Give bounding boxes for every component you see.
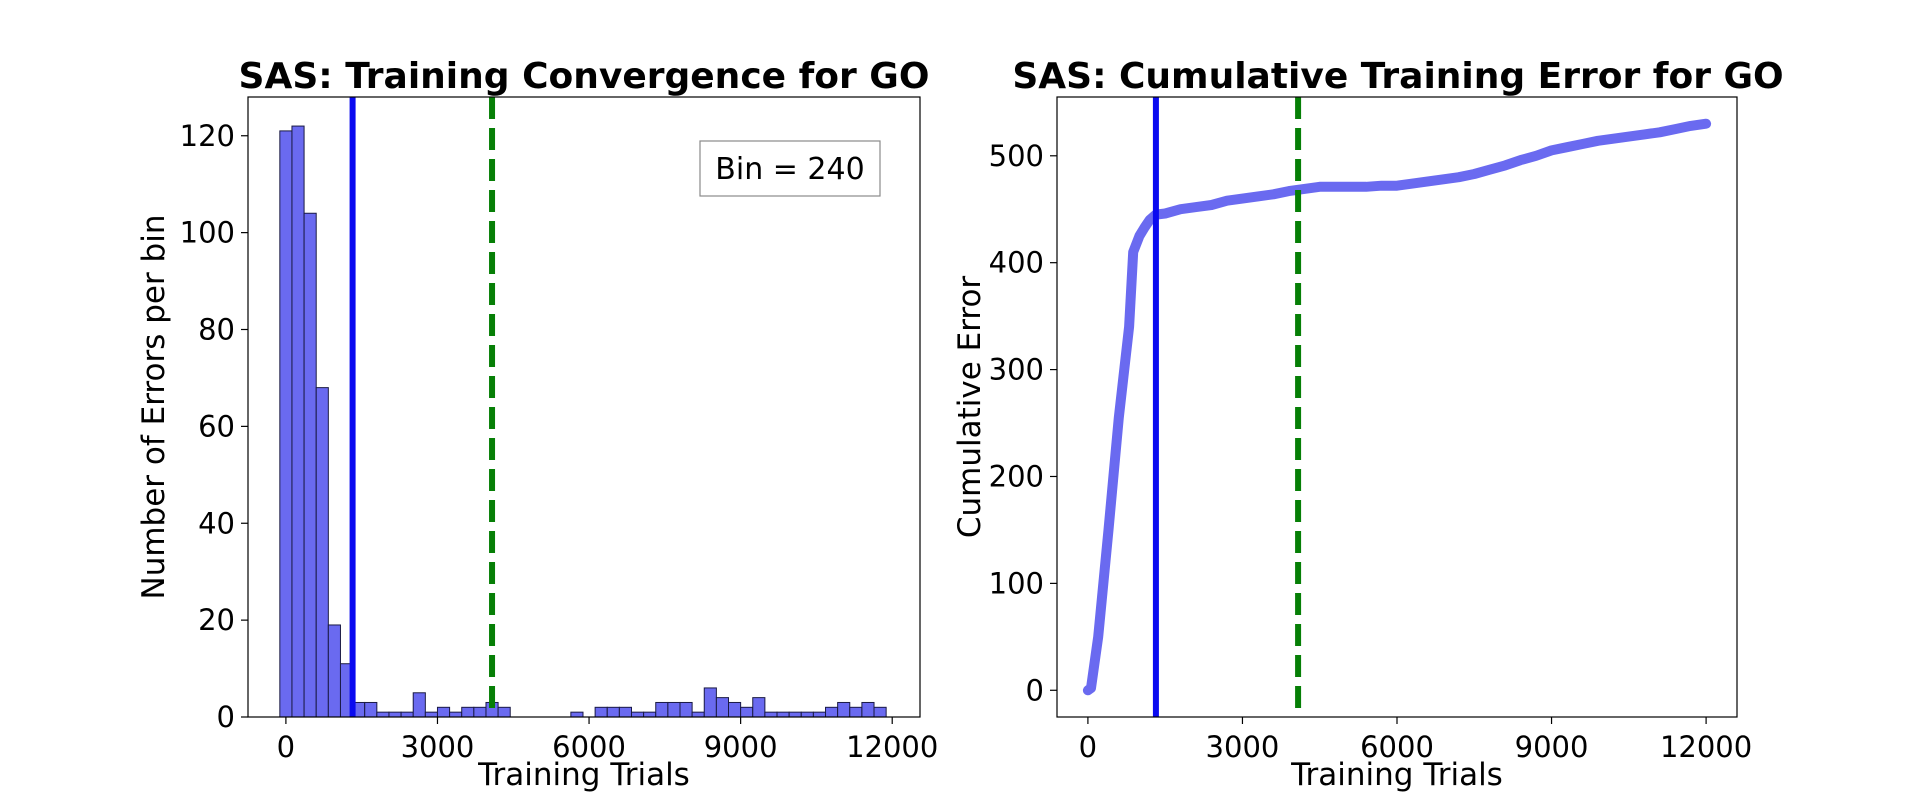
histogram-bar [618, 706, 632, 718]
y-tick-label: 80 [198, 313, 235, 347]
histogram-bar [279, 130, 293, 718]
y-tick-label: 40 [198, 506, 235, 540]
histogram-annotation-box: Bin = 240 [699, 140, 881, 197]
histogram-bar [655, 701, 669, 718]
y-tick-label: 120 [180, 119, 235, 153]
y-tick-label: 0 [1026, 673, 1044, 707]
cumulative-error-line [1082, 118, 1712, 696]
x-tick-label: 12000 [1660, 730, 1752, 764]
histogram-x-axis-label: Training Trials [477, 757, 690, 793]
histogram-axes-frame [247, 96, 921, 718]
y-tick-label: 500 [989, 139, 1044, 173]
y-tick-label: 0 [217, 700, 235, 734]
histogram-bar [303, 212, 317, 718]
y-tick-label: 100 [180, 216, 235, 250]
y-tick-label: 100 [989, 566, 1044, 600]
y-tick-label: 200 [989, 459, 1044, 493]
cumulative-x-ticks: 0 3000 6000 9000 12000 [1079, 717, 1752, 764]
histogram-bar [728, 701, 742, 718]
histogram-y-axis-label: Number of Errors per bin [136, 215, 172, 600]
histogram-bar [740, 706, 754, 718]
x-tick-label: 3000 [1206, 730, 1280, 764]
annotation-frame [699, 140, 881, 197]
x-tick-label: 3000 [401, 730, 475, 764]
cumulative-panel: SAS: Cumulative Training Error for GO 0 3… [952, 56, 1784, 793]
histogram-bar [606, 706, 620, 718]
cumulative-title: SAS: Cumulative Training Error for GO [1012, 56, 1783, 97]
histogram-bar [861, 701, 875, 718]
histogram-bar [788, 711, 802, 718]
x-tick-label: 12000 [846, 730, 938, 764]
histogram-bar [436, 706, 451, 718]
histogram-bar [461, 706, 475, 718]
y-tick-label: 400 [989, 246, 1044, 280]
histogram-bar [776, 711, 790, 718]
histogram-bar [812, 711, 827, 718]
histogram-bar [315, 387, 329, 718]
cumulative-y-ticks: 0 100 200 300 400 500 [989, 139, 1057, 707]
histogram-bar [570, 711, 584, 718]
histogram-bar [764, 711, 778, 718]
histogram-bar [400, 711, 414, 718]
histogram-bar [497, 706, 511, 718]
histogram-bar [800, 711, 814, 718]
histogram-title: SAS: Training Convergence for GO [239, 56, 930, 97]
histogram-bar [376, 711, 390, 718]
bin-size-annotation: Bin = 240 [715, 152, 864, 187]
histogram-bar [449, 711, 463, 718]
cumulative-x-axis-label: Training Trials [1290, 757, 1503, 793]
histogram-bar [424, 711, 438, 718]
histogram-bar [291, 125, 305, 718]
histogram-bar [752, 697, 766, 718]
histogram-bar [630, 711, 645, 718]
histogram-panel: SAS: Training Convergence for GO 0 3000 60… [136, 56, 938, 793]
histogram-bar [364, 701, 378, 718]
histogram-bar [679, 701, 693, 718]
y-tick-label: 20 [198, 603, 235, 637]
histogram-bar [667, 701, 681, 718]
histogram-bar [715, 697, 730, 718]
histogram-bar [327, 624, 341, 718]
histogram-bar [388, 711, 402, 718]
x-tick-label: 6000 [552, 730, 626, 764]
histogram-bar [825, 706, 839, 718]
x-tick-label: 9000 [1515, 730, 1589, 764]
histogram-bar [643, 711, 657, 718]
x-tick-label: 9000 [704, 730, 778, 764]
histogram-bar [594, 706, 608, 718]
y-tick-label: 300 [989, 353, 1044, 387]
histogram-bar [837, 701, 851, 718]
cumulative-y-axis-label: Cumulative Error [952, 276, 988, 539]
histogram-bar [849, 706, 863, 718]
histogram-bars [279, 125, 887, 718]
x-tick-label: 0 [277, 730, 295, 764]
histogram-x-ticks: 0 3000 6000 9000 12000 [277, 717, 938, 764]
y-tick-label: 60 [198, 409, 235, 443]
histogram-bar [691, 711, 705, 718]
histogram-bar [473, 706, 487, 718]
x-tick-label: 6000 [1360, 730, 1434, 764]
histogram-bar [412, 692, 426, 718]
cumulative-marker-lines [1152, 97, 1302, 717]
histogram-bar [703, 687, 717, 718]
histogram-y-ticks: 0 20 40 60 80 100 120 [180, 119, 248, 734]
histogram-marker-lines [349, 97, 496, 717]
histogram-bar [873, 706, 887, 718]
x-tick-label: 0 [1079, 730, 1097, 764]
